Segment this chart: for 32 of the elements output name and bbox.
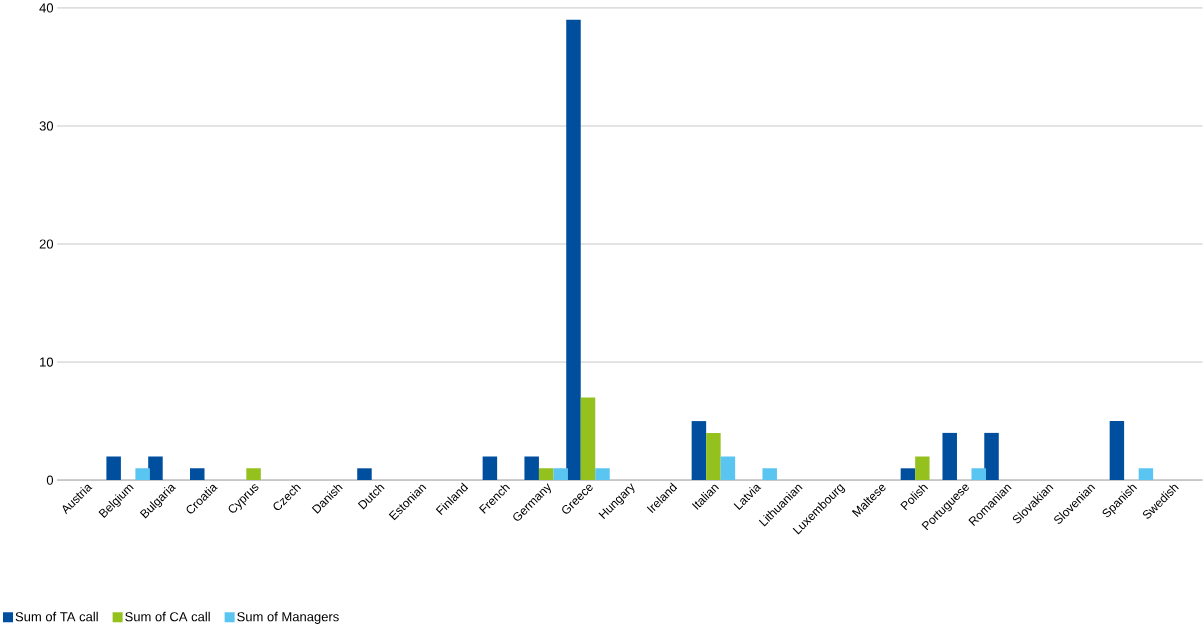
bar: [148, 456, 163, 481]
bar: [482, 456, 498, 481]
bar: [538, 468, 554, 481]
legend-label: Sum of Managers: [237, 611, 339, 625]
bar: [706, 433, 721, 481]
bar: [524, 456, 539, 481]
bar: [984, 433, 999, 481]
bar: [135, 468, 150, 481]
y-tick-label: 30: [39, 121, 54, 131]
bar: [566, 19, 581, 481]
bar: [106, 456, 121, 481]
y-tick-label: 0: [46, 475, 54, 485]
bar: [595, 468, 610, 481]
y-tick-label: 10: [40, 357, 54, 367]
bar: [720, 456, 736, 481]
bar: [1109, 421, 1125, 481]
y-tick-label: 40: [39, 3, 54, 13]
bar: [190, 468, 205, 481]
bar: [971, 468, 986, 481]
bar: [580, 397, 596, 481]
legend-label: Sum of CA call: [125, 611, 210, 622]
bar: [915, 456, 930, 481]
bar: [942, 433, 957, 481]
bar: [900, 468, 916, 481]
bar: [246, 468, 261, 481]
bar: [1138, 468, 1154, 481]
bar: [762, 468, 777, 481]
legend-label: Sum of TA call: [15, 611, 98, 622]
bar: [691, 421, 707, 481]
y-tick-label: 20: [39, 239, 54, 249]
bar: [357, 468, 372, 481]
bar: [553, 468, 568, 481]
